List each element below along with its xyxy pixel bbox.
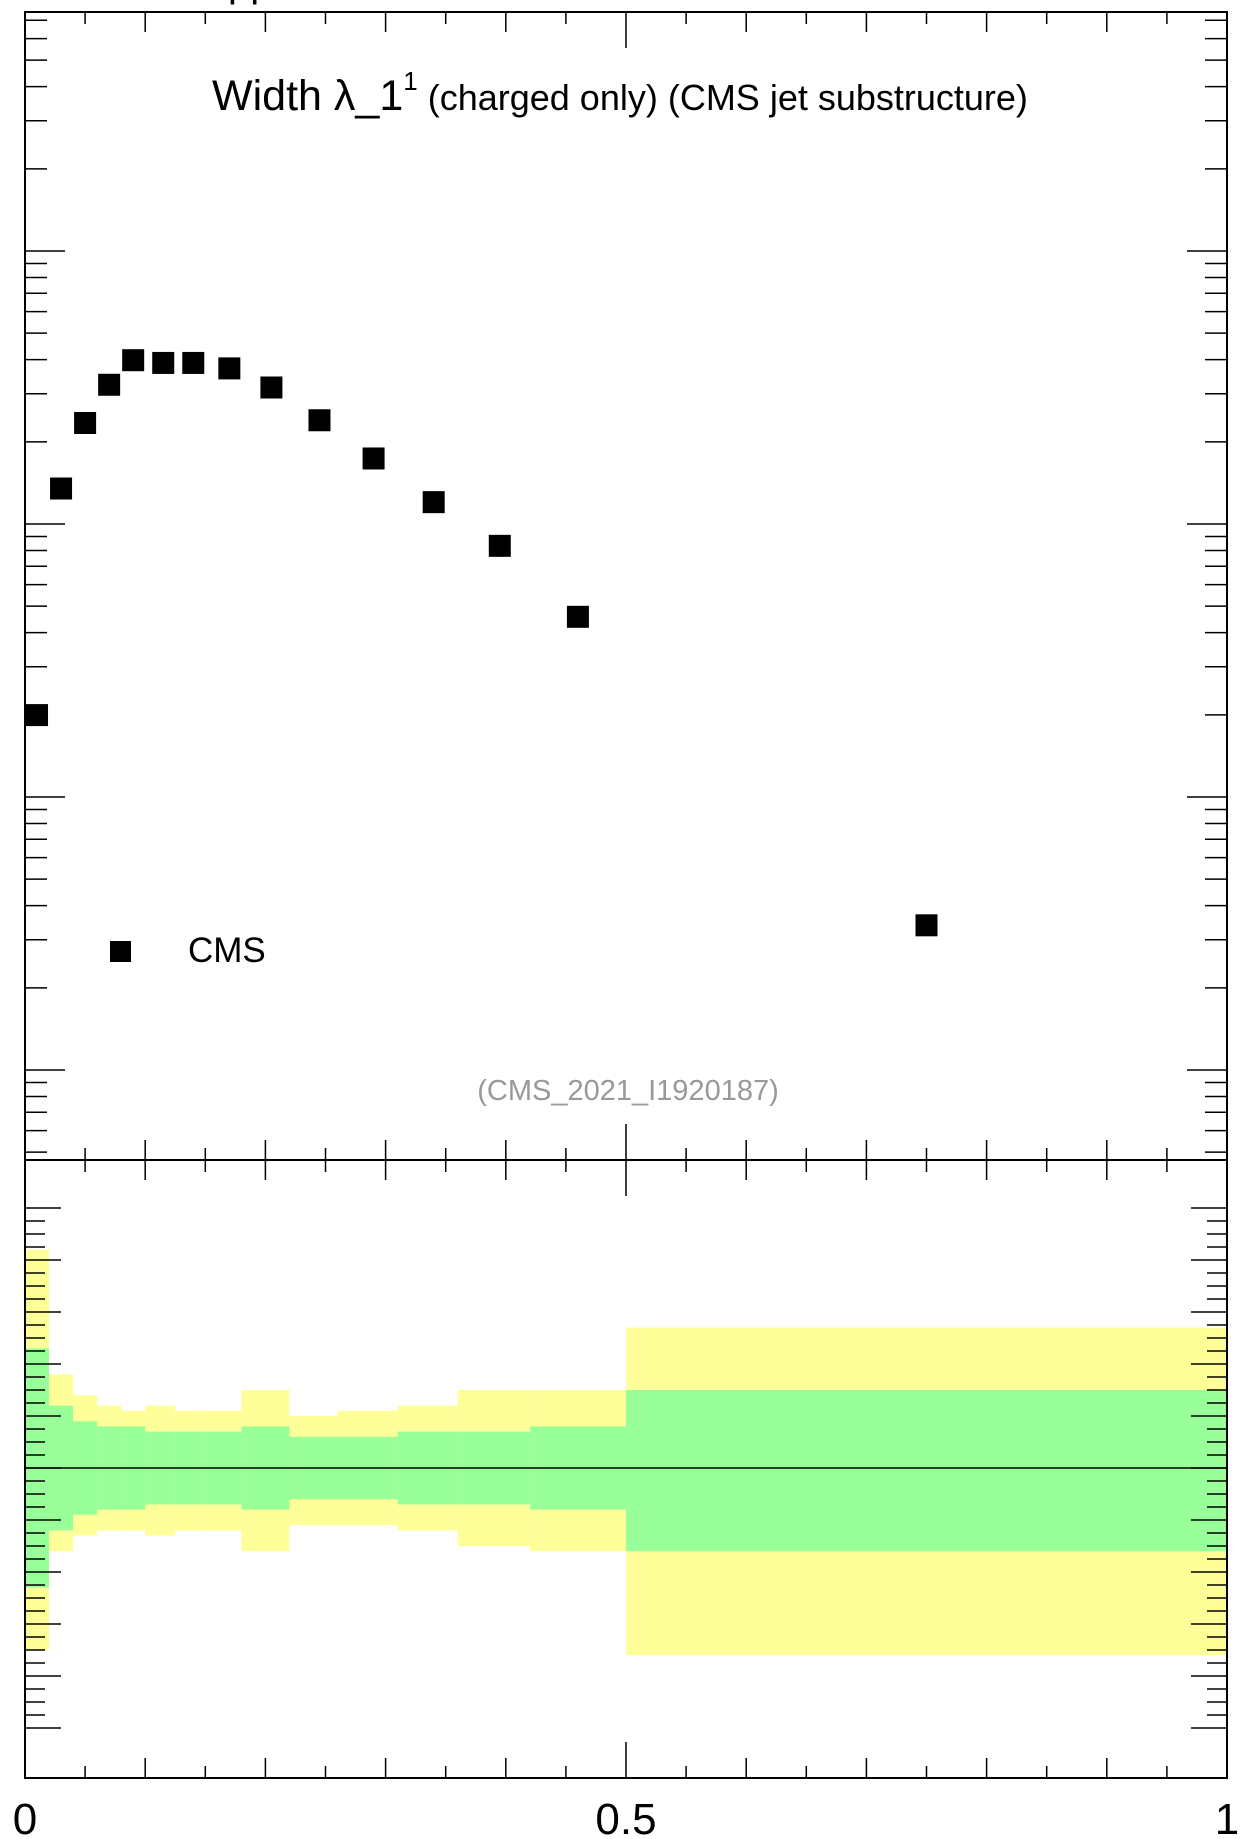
ratio-panel-ticks <box>24 1160 1228 1778</box>
chart-title-main: Width λ_1 <box>212 72 403 120</box>
data-point <box>74 411 97 434</box>
x-tick-label: 0.5 <box>595 1795 656 1839</box>
x-tick-labels: 0 0.5 1 <box>13 1795 1239 1839</box>
data-point <box>362 447 385 470</box>
data-point <box>488 534 511 557</box>
top-panel-frame <box>24 11 1228 1161</box>
chart-title: Width λ_11 (charged only) (CMS jet substr… <box>212 66 1028 120</box>
legend-label-cms: CMS <box>188 931 266 970</box>
stat-uncertainty-band <box>626 1390 1227 1552</box>
data-point <box>152 351 175 374</box>
data-point <box>260 376 283 399</box>
data-point <box>915 914 938 937</box>
data-point <box>122 349 145 372</box>
ratio-panel-frame <box>24 1159 1228 1779</box>
data-point <box>218 357 241 380</box>
data-point <box>422 491 445 514</box>
legend-marker-cms <box>110 941 131 962</box>
data-point <box>182 351 205 374</box>
data-point <box>308 409 331 432</box>
data-point <box>50 477 73 500</box>
x-tick-label: 0 <box>13 1795 37 1839</box>
data-point <box>98 373 121 396</box>
top-panel-ticks <box>24 12 1228 1160</box>
data-points <box>26 349 938 937</box>
x-tick-label: 1 <box>1215 1795 1239 1839</box>
data-point <box>26 704 49 727</box>
chart-title-rest: (charged only) (CMS jet substructure) <box>428 77 1028 118</box>
analysis-tag: (CMS_2021_I1920187) <box>477 1075 778 1107</box>
header-fragment: pp <box>228 0 273 5</box>
chart-title-superscript: 1 <box>403 66 417 96</box>
ratio-bands <box>25 1249 1227 1656</box>
data-point <box>566 605 589 628</box>
